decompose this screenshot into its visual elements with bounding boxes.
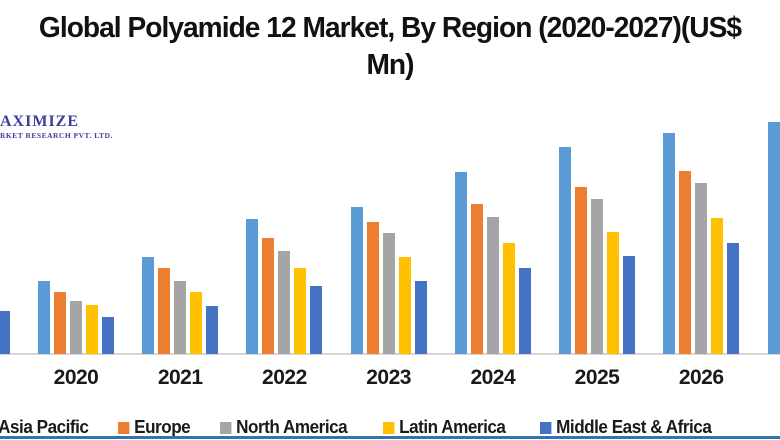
bottom-border-line <box>0 436 780 439</box>
legend-label: North America <box>236 417 348 437</box>
legend-swatch-icon <box>220 422 232 434</box>
bar-north-america-2022 <box>278 251 291 354</box>
bar-latin-america-2024 <box>502 243 515 354</box>
bar-latin-america-2021 <box>190 292 203 354</box>
bar-europe-2021 <box>158 268 171 354</box>
bar-europe-2026 <box>679 171 692 354</box>
bar-asia-pacific-2026 <box>663 133 676 354</box>
legend-label: Latin America <box>399 417 506 437</box>
bar-middle-east-africa-2022 <box>310 286 323 354</box>
bar-north-america-2025 <box>591 199 603 354</box>
bar-europe-2023 <box>366 222 379 354</box>
x-axis-label-2022: 2022 <box>262 366 307 389</box>
bar-asia-pacific-2020 <box>38 281 50 354</box>
bar-partial-left <box>0 311 10 354</box>
legend-swatch-icon <box>383 422 395 434</box>
x-axis-label-2025: 2025 <box>574 366 620 389</box>
bar-north-america-2023 <box>382 233 395 354</box>
x-axis-label-2026: 2026 <box>678 366 724 389</box>
bar-north-america-2020 <box>70 301 82 354</box>
bar-europe-2025 <box>575 187 587 354</box>
watermark-line1: AXIMIZE <box>0 113 80 130</box>
bar-middle-east-africa-2026 <box>727 243 740 354</box>
plot-area <box>0 122 780 355</box>
bar-north-america-2026 <box>695 183 708 354</box>
bar-middle-east-africa-2024 <box>518 268 531 354</box>
bar-partial-right <box>768 122 780 354</box>
chart-title-line2: Mn) <box>366 49 414 81</box>
x-axis-line <box>0 353 780 355</box>
x-axis-label-2020: 2020 <box>53 366 99 389</box>
bar-asia-pacific-2022 <box>246 219 259 354</box>
x-axis-label-2023: 2023 <box>366 366 411 389</box>
x-axis-label-2021: 2021 <box>157 366 203 389</box>
watermark-line2: RKET RESEARCH PVT. LTD. <box>0 131 113 140</box>
legend-item-latin-america: Latin America <box>383 417 506 437</box>
bar-latin-america-2020 <box>86 305 98 354</box>
bar-middle-east-africa-2023 <box>414 281 427 354</box>
legend-label: Asia Pacific <box>0 417 89 437</box>
bar-latin-america-2025 <box>607 232 619 354</box>
watermark-logo: AXIMIZE RKET RESEARCH PVT. LTD. <box>0 113 113 141</box>
legend-swatch-icon <box>540 422 552 434</box>
bar-middle-east-africa-2021 <box>206 306 219 354</box>
bar-asia-pacific-2023 <box>350 207 363 354</box>
legend-label: Europe <box>134 417 191 437</box>
legend-item-asia-pacific: Asia Pacific <box>0 417 89 437</box>
legend-swatch-icon <box>118 422 130 434</box>
x-axis-label-2024: 2024 <box>470 366 516 389</box>
bar-asia-pacific-2025 <box>559 147 571 354</box>
bar-latin-america-2026 <box>711 218 724 354</box>
bar-latin-america-2023 <box>398 257 411 354</box>
chart-title: Global Polyamide 12 Market, By Region (2… <box>12 10 769 84</box>
bar-middle-east-africa-2025 <box>623 256 635 354</box>
legend-label: Middle East & Africa <box>556 417 712 437</box>
bar-europe-2020 <box>54 292 66 354</box>
legend-item-middle-east-africa: Middle East & Africa <box>540 417 712 437</box>
chart-title-line1: Global Polyamide 12 Market, By Region (2… <box>38 12 742 44</box>
bar-middle-east-africa-2020 <box>102 317 114 354</box>
bar-europe-2022 <box>262 238 275 354</box>
bar-europe-2024 <box>470 204 483 354</box>
bar-asia-pacific-2024 <box>454 172 467 354</box>
legend-item-north-america: North America <box>220 417 348 437</box>
legend-item-europe: Europe <box>118 417 191 437</box>
bar-north-america-2021 <box>174 281 187 354</box>
bar-asia-pacific-2021 <box>142 257 155 354</box>
bar-north-america-2024 <box>486 217 499 354</box>
bar-latin-america-2022 <box>294 268 307 354</box>
